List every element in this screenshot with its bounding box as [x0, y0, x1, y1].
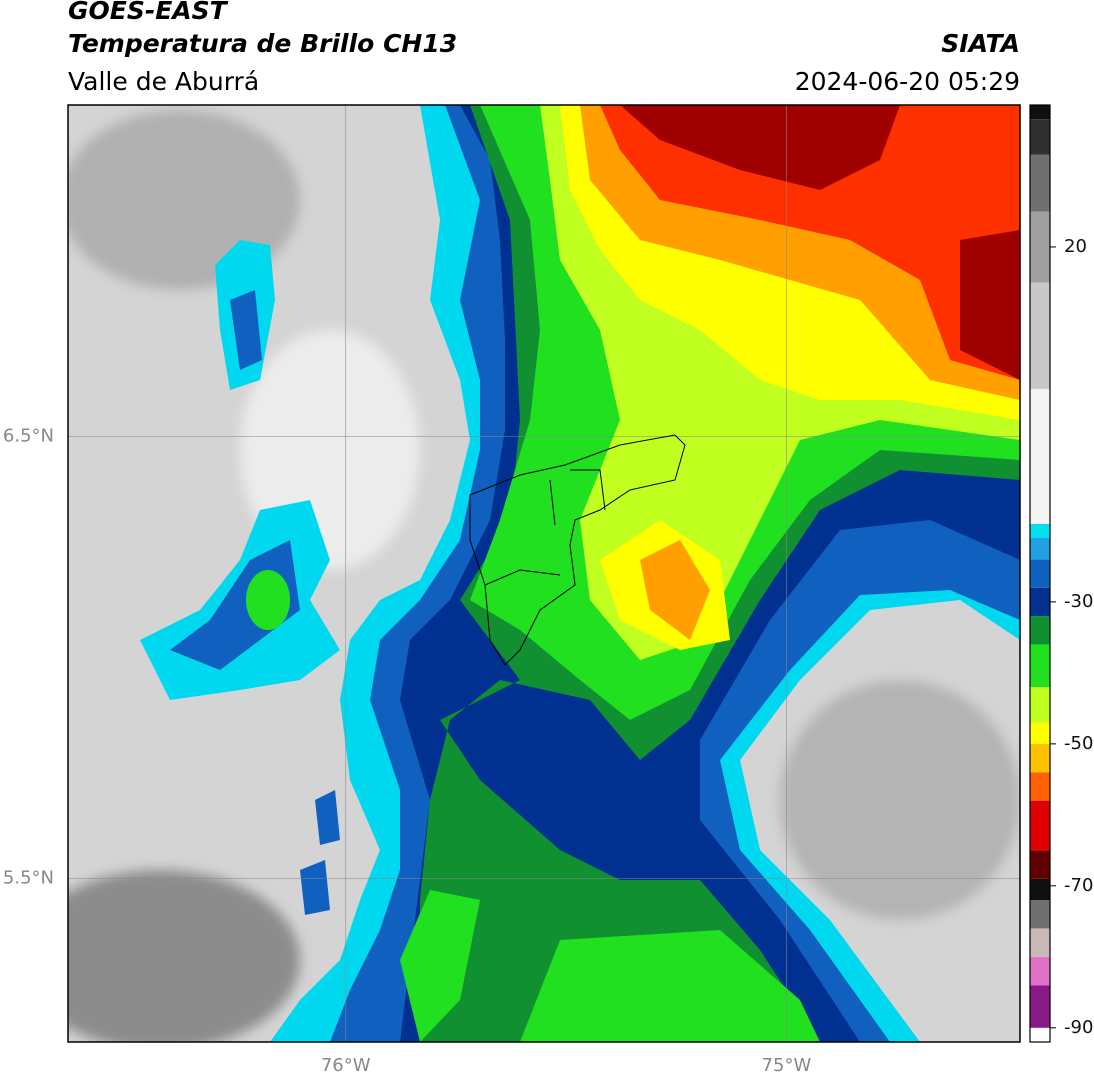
colorbar-segment	[1030, 900, 1050, 929]
colorbar-segment	[1030, 282, 1050, 389]
colorbar-segment	[1030, 559, 1050, 588]
x-tick-label: 75°W	[762, 1055, 812, 1076]
colorbar-tick-label: 20	[1064, 236, 1087, 257]
colorbar-segment	[1030, 587, 1050, 617]
colorbar-segment	[1030, 878, 1050, 901]
y-tick-label: 5.5°N	[3, 867, 54, 888]
colorbar-segment	[1030, 985, 1050, 1028]
colorbar-segment	[1030, 687, 1050, 723]
colorbar-segment	[1030, 119, 1050, 155]
colorbar-segment	[1030, 644, 1050, 688]
colorbar-segment	[1030, 800, 1050, 851]
colorbar-segment	[1030, 105, 1050, 120]
municipality-outlines	[469, 434, 686, 666]
colorbar-segment	[1030, 154, 1050, 212]
colorbar-segment	[1030, 743, 1050, 773]
colorbar-tick-label: -70	[1064, 875, 1093, 896]
region: Valle de Aburrá	[68, 67, 259, 96]
colorbar-segment	[1030, 1027, 1050, 1042]
colorbar-tick-label: -90	[1064, 1017, 1093, 1038]
colorbar-tick-label: -30	[1064, 591, 1093, 612]
x-tick-label: 76°W	[321, 1055, 371, 1076]
subtitle: Temperatura de Brillo CH13	[68, 29, 457, 58]
colorbar	[1030, 105, 1050, 1042]
y-tick-label: 6.5°N	[3, 425, 54, 446]
colorbar-segment	[1030, 928, 1050, 957]
colorbar-segment	[1030, 538, 1050, 560]
colorbar-tick-label: -50	[1064, 733, 1093, 754]
grid	[68, 105, 1020, 1042]
colorbar-frame	[1029, 104, 1051, 1043]
colorbar-segment	[1030, 523, 1050, 539]
colorbar-segment	[1030, 956, 1050, 986]
source: SIATA	[941, 29, 1020, 58]
map-frame	[67, 104, 1021, 1043]
imagery	[68, 105, 1020, 1042]
colorbar-segment	[1030, 388, 1050, 524]
colorbar-segment	[1030, 850, 1050, 879]
colorbar-segment	[1030, 722, 1050, 744]
colorbar-segment	[1030, 616, 1050, 645]
title: GOES-EAST	[68, 0, 229, 25]
colorbar-segment	[1030, 211, 1050, 283]
datetime: 2024-06-20 05:29	[795, 67, 1020, 96]
colorbar-segment	[1030, 772, 1050, 801]
